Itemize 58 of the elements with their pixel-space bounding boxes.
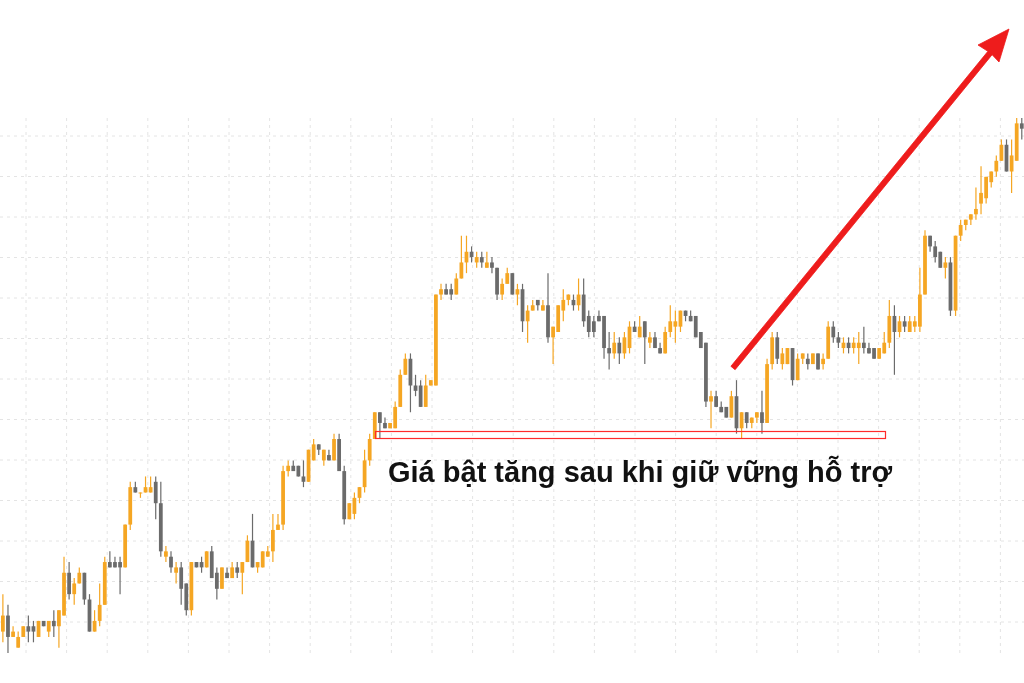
annotation: Giá bật tăng sau khi giữ vững hỗ trợ [388, 455, 893, 488]
candlestick [26, 614, 31, 643]
candlestick [153, 475, 158, 520]
candlestick [515, 283, 520, 306]
candlestick [510, 272, 515, 296]
candlestick [500, 277, 505, 301]
candlestick [780, 347, 785, 371]
candlestick [67, 561, 71, 601]
candlestick [164, 545, 168, 563]
candlestick [418, 379, 423, 408]
candlestick [439, 283, 443, 301]
candlestick [174, 561, 178, 585]
candlestick [1019, 118, 1024, 140]
candlestick [423, 374, 428, 408]
candlestick [994, 154, 999, 178]
candlestick [795, 352, 800, 381]
candlestick [1, 593, 5, 643]
candlestick [454, 272, 459, 296]
candlestick [591, 315, 596, 338]
candlestick [403, 352, 408, 376]
candlestick [525, 304, 530, 344]
candlestick [301, 459, 306, 488]
candlestick [663, 326, 668, 354]
candlestick [933, 240, 938, 264]
candlestick [51, 609, 56, 638]
candlestick [169, 550, 173, 574]
candlestick [332, 433, 336, 461]
candlestick [709, 390, 713, 429]
candlestick [943, 256, 948, 280]
candlestick [612, 331, 617, 360]
candlestick [831, 320, 836, 344]
candlestick [617, 336, 622, 365]
candlestick [276, 513, 280, 531]
candlestick [6, 604, 10, 653]
candlestick [31, 620, 36, 643]
candlestick [484, 251, 489, 269]
candlestick [775, 331, 780, 365]
candlestick [220, 566, 224, 590]
candlestick [240, 561, 245, 595]
candlestick [607, 331, 612, 371]
candlestick [11, 625, 15, 638]
candlestick [225, 566, 229, 579]
candlestick [974, 186, 978, 221]
candlestick [367, 433, 372, 467]
candlestick [648, 331, 652, 349]
candlestick [760, 390, 764, 435]
candlestick [642, 320, 647, 365]
candlestick [856, 331, 861, 365]
candlestick [668, 304, 673, 338]
candlestick [821, 352, 825, 371]
candlestick [271, 513, 275, 563]
candlestick [179, 561, 184, 606]
candlestick [490, 256, 494, 274]
candlestick [72, 577, 77, 606]
candlestick [378, 411, 382, 440]
candlestick [861, 326, 866, 354]
candlestick [958, 219, 963, 242]
candlestick [97, 582, 102, 627]
